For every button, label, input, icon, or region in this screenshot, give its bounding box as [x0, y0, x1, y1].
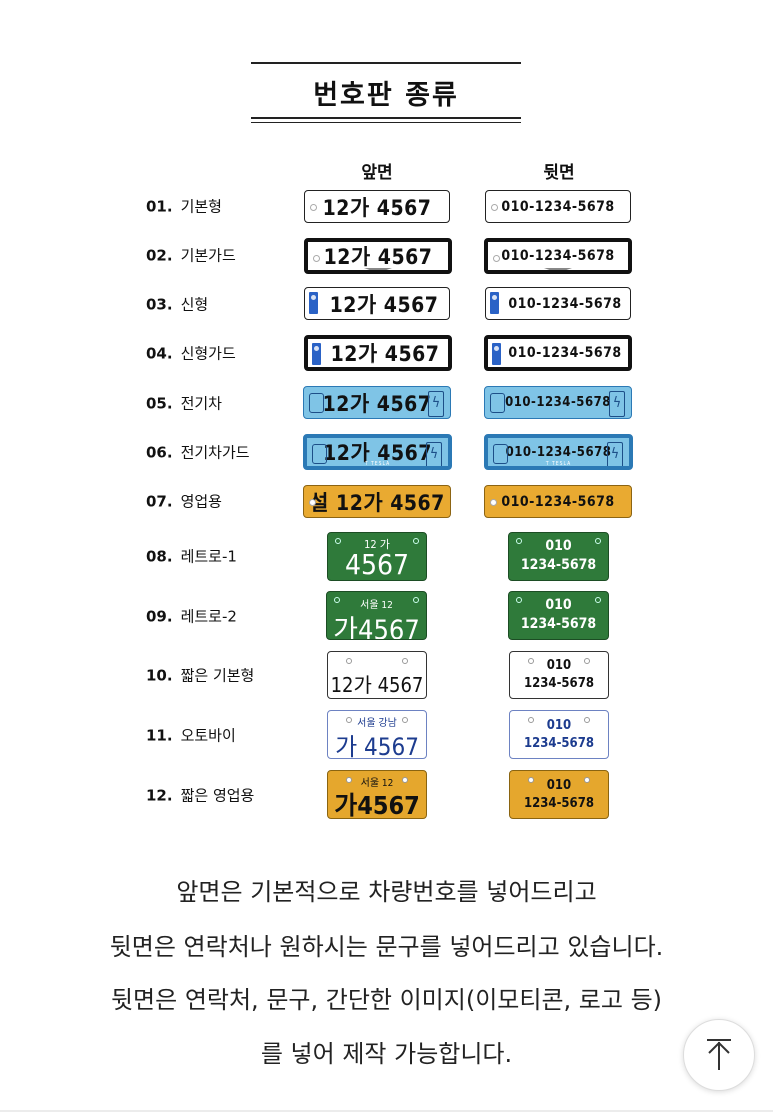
plate-front-03: 12가 4567 [304, 287, 450, 320]
flag-icon [492, 343, 501, 365]
plate-back-01: 010-1234-5678 [485, 190, 631, 223]
ev-badge-icon [493, 444, 508, 464]
bolt-hole [313, 255, 320, 262]
row-label-08: 08. 레트로-1 [146, 547, 237, 566]
plate-back-05: 010-1234-5678 ϟ [484, 386, 632, 419]
flag-icon [312, 343, 321, 365]
plate-back-08: 010 1234-5678 [508, 532, 609, 581]
plate-front-05: 12가 4567 ϟ [303, 386, 451, 419]
lightning-icon: ϟ [426, 442, 442, 466]
bolt-hole [346, 777, 352, 783]
bolt-hole [334, 597, 340, 603]
bottom-divider [0, 1110, 773, 1112]
bolt-hole [595, 538, 601, 544]
plate-back-11: 010 1234-5678 [509, 710, 609, 759]
bolt-hole [584, 717, 590, 723]
bolt-hole [346, 658, 352, 664]
plate-back-02: 010-1234-5678 [484, 238, 632, 274]
plate-back-03: 010-1234-5678 [485, 287, 631, 320]
plate-front-02: 12가 4567 [304, 238, 452, 274]
lightning-icon: ϟ [609, 391, 625, 417]
bolt-hole [528, 777, 534, 783]
plate-front-06: 12가 4567 ϟ T TESLA [303, 434, 452, 470]
title-rule-top [251, 62, 521, 64]
bolt-hole [310, 204, 317, 211]
plate-front-01: 12가 4567 [304, 190, 450, 223]
lightning-icon: ϟ [607, 442, 623, 466]
bolt-hole [584, 777, 590, 783]
row-label-12: 12. 짧은 영업용 [146, 786, 255, 805]
description-line-2: 뒷면은 연락처나 원하시는 문구를 넣어드리고 있습니다. [109, 933, 664, 961]
row-label-02: 02. 기본가드 [146, 246, 236, 265]
row-label-03: 03. 신형 [146, 295, 209, 314]
ev-badge-icon [490, 393, 505, 413]
plate-front-11: 서울 강남 가 4567 [327, 710, 427, 759]
page-title: 번호판 종류 [313, 80, 459, 111]
tesla-logo: T TESLA [364, 461, 391, 467]
plate-front-09: 서울 12 가4567 [326, 591, 427, 640]
guard-emblem-icon [364, 268, 392, 270]
row-label-04: 04. 신형가드 [146, 344, 236, 363]
title-rule-bottom-1 [251, 117, 521, 119]
bolt-hole [402, 777, 408, 783]
row-label-05: 05. 전기차 [146, 394, 222, 413]
bolt-hole [346, 717, 352, 723]
front-column-header: 앞면 [361, 163, 393, 183]
bolt-hole [516, 538, 522, 544]
back-column-header: 뒷면 [543, 163, 575, 183]
bolt-hole [413, 538, 419, 544]
plate-front-10: 12가 4567 [327, 651, 427, 699]
bolt-hole [490, 499, 497, 506]
guard-emblem-icon [544, 268, 572, 270]
row-label-09: 09. 레트로-2 [146, 607, 237, 626]
bolt-hole [516, 597, 522, 603]
description-line-4: 를 넣어 제작 가능합니다. [260, 1040, 513, 1068]
plate-front-07: 설 12가 4567 [303, 485, 451, 518]
scroll-top-button[interactable] [683, 1019, 755, 1091]
bolt-hole [528, 717, 534, 723]
bolt-hole [595, 597, 601, 603]
row-label-07: 07. 영업용 [146, 492, 222, 511]
bolt-hole [493, 255, 500, 262]
bolt-hole [584, 658, 590, 664]
plate-back-09: 010 1234-5678 [508, 591, 609, 640]
row-label-06: 06. 전기차가드 [146, 443, 250, 462]
description-line-1: 앞면은 기본적으로 차량번호를 넣어드리고 [176, 878, 597, 906]
title-rule-bottom-2 [251, 122, 521, 123]
flag-icon [490, 292, 499, 314]
bolt-hole [309, 499, 316, 506]
tesla-logo: T TESLA [545, 461, 572, 467]
lightning-icon: ϟ [428, 391, 444, 417]
plate-back-12: 010 1234-5678 [509, 770, 609, 819]
plate-back-07: 010-1234-5678 [484, 485, 632, 518]
ev-badge-icon [309, 393, 324, 413]
bolt-hole [335, 538, 341, 544]
row-label-01: 01. 기본형 [146, 197, 222, 216]
ev-badge-icon [312, 444, 327, 464]
description-line-3: 뒷면은 연락처, 문구, 간단한 이미지(이모티콘, 로고 등) [110, 986, 663, 1014]
row-label-10: 10. 짧은 기본형 [146, 666, 255, 685]
plate-front-04: 12가 4567 HYUNDAI [304, 335, 452, 371]
plate-back-04: 010-1234-5678 HYUNDAI [484, 335, 632, 371]
plate-front-12: 서울 12 가4567 [327, 770, 427, 819]
hyundai-logo: HYUNDAI [544, 362, 572, 368]
plate-front-08: 12 가 4567 [327, 532, 427, 581]
bolt-hole [413, 597, 419, 603]
bolt-hole [402, 717, 408, 723]
arrow-up-icon [707, 1039, 731, 1070]
flag-icon [309, 292, 318, 314]
plate-back-06: 010-1234-5678 ϟ T TESLA [484, 434, 633, 470]
row-label-11: 11. 오토바이 [146, 726, 236, 745]
bolt-hole [528, 658, 534, 664]
title-block: 번호판 종류 [251, 62, 521, 124]
bolt-hole [402, 658, 408, 664]
plate-back-10: 010 1234-5678 [509, 651, 609, 699]
bolt-hole [491, 204, 498, 211]
hyundai-logo: HYUNDAI [364, 362, 392, 368]
